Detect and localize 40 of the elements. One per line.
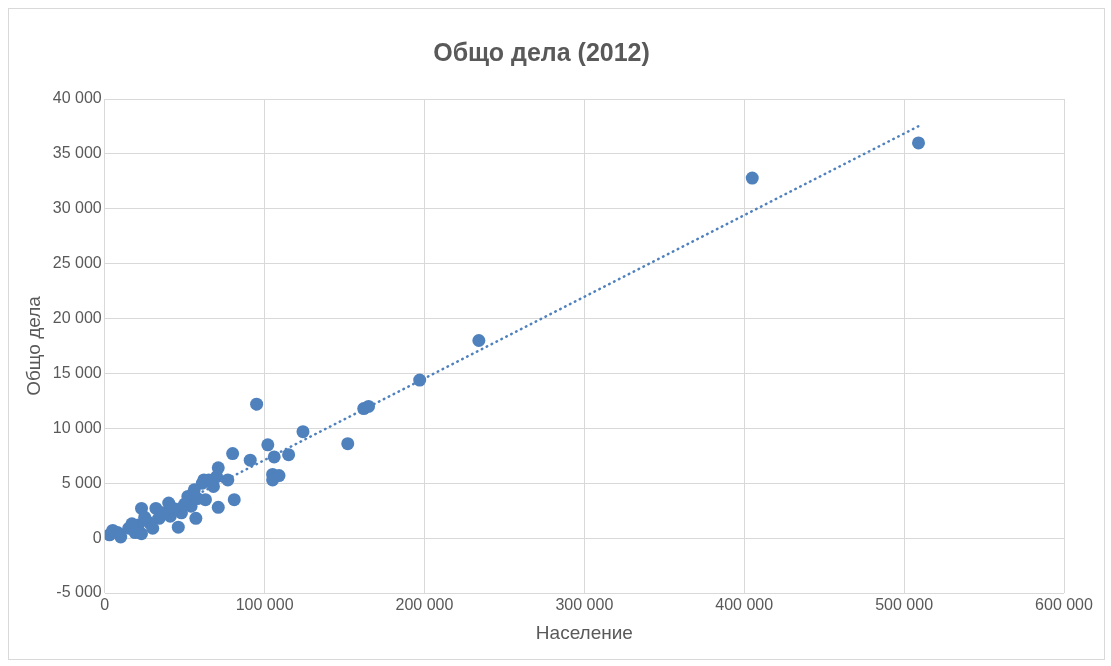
point [341, 437, 355, 451]
point [745, 171, 759, 185]
point [189, 511, 203, 525]
x-tick-label: 500 000 [875, 596, 934, 614]
y-tick-label: -5 000 [56, 583, 102, 601]
x-tick-label: 600 000 [1035, 596, 1094, 614]
y-tick-label: 30 000 [52, 199, 102, 217]
x-tick-label: 200 000 [395, 596, 454, 614]
point [227, 493, 241, 507]
y-tick-label: 20 000 [52, 308, 102, 326]
point [362, 399, 376, 413]
y-tick-label: 40 000 [52, 89, 102, 107]
point [146, 521, 160, 535]
point [135, 527, 149, 541]
y-tick-label: 5 000 [61, 473, 102, 491]
chart-title: Общо дела (2012) [433, 37, 650, 66]
point [261, 438, 275, 452]
y-tick-label: 10 000 [52, 418, 102, 436]
point [250, 397, 264, 411]
y-tick-label: 35 000 [52, 144, 102, 162]
point [413, 373, 427, 387]
y-tick-label: 15 000 [52, 363, 102, 381]
point [221, 473, 235, 487]
point [243, 453, 257, 467]
point [171, 520, 185, 534]
y-tick-label: 0 [92, 528, 102, 546]
y-tick-label: 25 000 [52, 254, 102, 272]
x-tick-label: 100 000 [235, 596, 294, 614]
point [211, 500, 225, 514]
point [282, 448, 296, 462]
y-axis-title: Общо дела [22, 295, 44, 396]
point [210, 470, 224, 484]
point [912, 136, 926, 150]
point [267, 450, 281, 464]
x-axis-title: Население [535, 621, 633, 643]
x-tick-label: 400 000 [715, 596, 774, 614]
point [472, 334, 486, 348]
point [226, 447, 240, 461]
point [296, 425, 310, 439]
x-tick-label: 300 000 [555, 596, 614, 614]
